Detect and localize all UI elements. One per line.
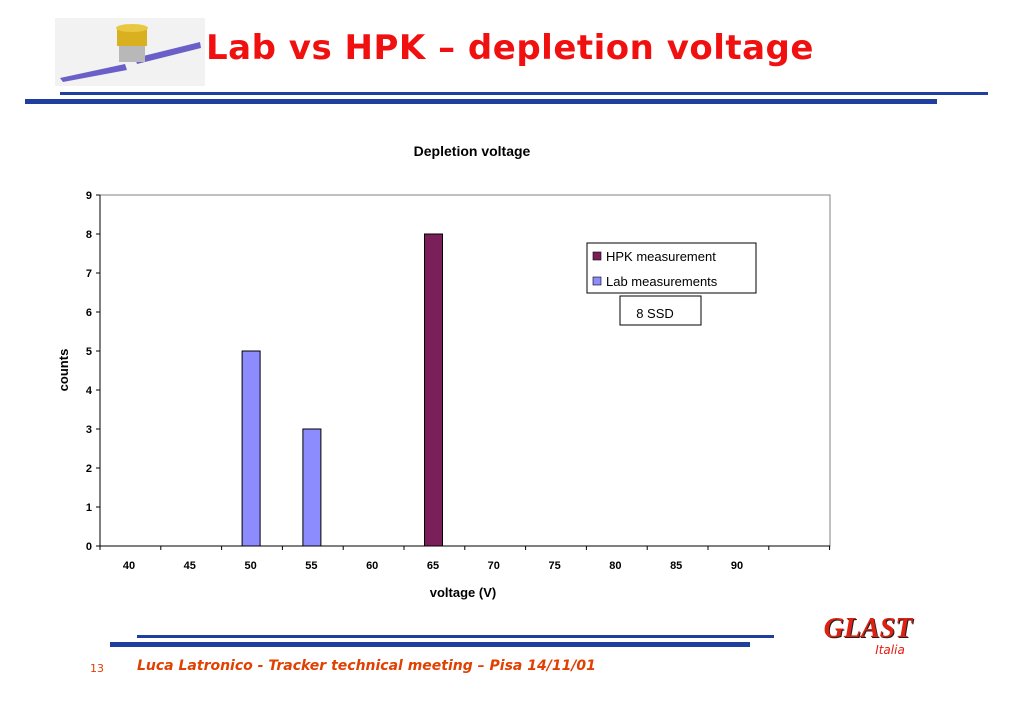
legend-label-hpk: HPK measurement	[606, 249, 716, 264]
legend-swatch-hpk	[592, 251, 602, 261]
x-tick-label: 80	[609, 560, 621, 572]
page-number: 13	[90, 662, 104, 675]
y-tick-label: 1	[86, 502, 92, 514]
y-axis-label: counts	[56, 349, 71, 392]
x-tick-label: 45	[184, 560, 196, 572]
header-rule-thin	[60, 92, 988, 95]
x-tick-label: 75	[548, 560, 560, 572]
x-tick-label: 60	[366, 560, 378, 572]
legend: HPK measurement Lab measurements	[586, 242, 757, 294]
y-tick-label: 0	[86, 541, 92, 553]
bars-group	[241, 233, 443, 547]
footer-rule-thin	[137, 635, 774, 638]
slide-title: Lab vs HPK – depletion voltage	[206, 28, 814, 68]
x-tick-label: 40	[123, 560, 135, 572]
y-axis: 0 1 2 3 4 5 6 7 8 9	[86, 190, 101, 553]
bar-lab-55	[302, 428, 322, 547]
annotation-text: 8 SSD	[636, 306, 674, 321]
footer-text: Luca Latronico - Tracker technical meeti…	[137, 658, 596, 674]
x-tick-label: 50	[244, 560, 256, 572]
bar-lab-50	[241, 350, 261, 547]
chart-title: Depletion voltage	[414, 143, 531, 159]
y-tick-label: 2	[86, 463, 92, 475]
header-rule-thick	[25, 99, 937, 104]
brand-sub: Italia	[875, 643, 905, 657]
annotation-box: 8 SSD	[619, 295, 702, 326]
bar-hpk-65	[424, 233, 443, 547]
y-tick-label: 5	[86, 346, 92, 358]
brand-name: GLAST	[823, 613, 913, 644]
x-axis: 40 45 50 55 60 65 70 75 80 85 90	[99, 545, 831, 572]
legend-swatch-lab	[592, 276, 602, 286]
y-tick-label: 3	[86, 424, 92, 436]
y-tick-label: 8	[86, 229, 92, 241]
x-tick-label: 65	[427, 560, 439, 572]
x-tick-label: 55	[305, 560, 317, 572]
y-tick-label: 9	[86, 190, 92, 202]
y-tick-label: 6	[86, 307, 92, 319]
x-tick-label: 70	[488, 560, 500, 572]
y-tick-label: 7	[86, 268, 92, 280]
x-tick-label: 85	[670, 560, 682, 572]
glast-logo: GLAST Italia	[808, 613, 928, 657]
y-tick-label: 4	[86, 385, 93, 397]
x-tick-label: 90	[731, 560, 743, 572]
satellite-logo	[55, 18, 205, 86]
legend-label-lab: Lab measurements	[606, 274, 718, 289]
footer-rule-thick	[110, 642, 750, 647]
x-axis-label: voltage (V)	[430, 585, 496, 600]
